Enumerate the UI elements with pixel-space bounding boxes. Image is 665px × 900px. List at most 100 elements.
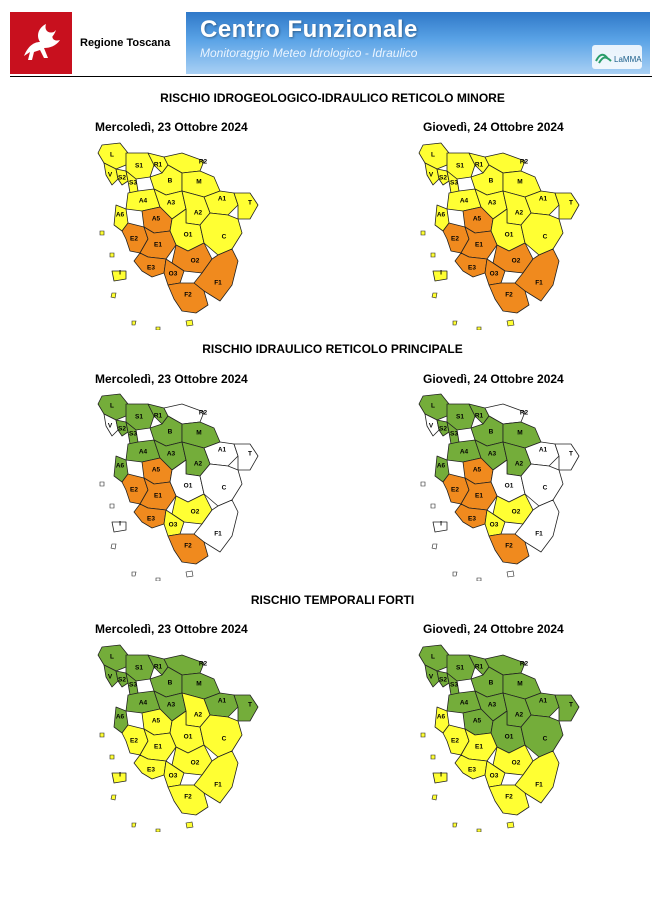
zone-label: E2 xyxy=(451,738,459,745)
zone-label: A5 xyxy=(473,216,482,223)
zone-label: O3 xyxy=(490,271,499,278)
lamma-logo: LaMMA xyxy=(592,45,642,69)
zone-label: F2 xyxy=(505,794,513,801)
zone-label: O1 xyxy=(184,734,193,741)
zone-label: F2 xyxy=(184,292,192,299)
zone-label: R2 xyxy=(520,661,529,668)
zone-label: A1 xyxy=(218,447,227,454)
zone-f2 xyxy=(488,784,530,816)
zone-e3 xyxy=(133,503,167,529)
minor-island xyxy=(476,577,482,581)
zone-label: I xyxy=(440,521,442,528)
zone-label: S2 xyxy=(439,175,447,182)
zone-i xyxy=(111,270,127,282)
zone-label: C xyxy=(222,736,227,743)
zone-label: S3 xyxy=(450,431,458,438)
zone-label: A6 xyxy=(437,463,446,470)
zone-label: S2 xyxy=(118,677,126,684)
map-date: Mercoledì, 23 Ottobre 2024 xyxy=(95,120,248,134)
map-date: Mercoledì, 23 Ottobre 2024 xyxy=(95,372,248,386)
zone-label: B xyxy=(489,178,494,185)
zone-f2 xyxy=(488,282,530,314)
zone-label: A5 xyxy=(152,216,161,223)
minor-island xyxy=(452,320,458,326)
minor-island xyxy=(185,821,194,829)
zone-label: S3 xyxy=(129,682,137,689)
lamma-wave-icon xyxy=(595,53,612,64)
zone-label: A6 xyxy=(437,714,446,721)
zone-e3 xyxy=(454,754,488,780)
zone-c xyxy=(199,714,243,758)
zone-e3 xyxy=(454,503,488,529)
minor-island xyxy=(430,252,436,258)
zone-label: M xyxy=(196,681,201,688)
zone-l xyxy=(418,142,450,170)
zone-label: F2 xyxy=(184,543,192,550)
zone-label: A4 xyxy=(460,449,469,456)
zone-c xyxy=(520,463,564,507)
zone-label: A3 xyxy=(488,200,497,207)
zone-label: A2 xyxy=(194,210,203,217)
zone-label: C xyxy=(543,485,548,492)
zone-e3 xyxy=(133,252,167,278)
zone-e3 xyxy=(133,754,167,780)
zone-label: A3 xyxy=(167,200,176,207)
minor-island xyxy=(109,503,115,509)
zone-l xyxy=(97,393,129,421)
zone-label: S3 xyxy=(450,682,458,689)
zone-label: R2 xyxy=(199,410,208,417)
zone-s2 xyxy=(115,670,129,688)
zone-label: S2 xyxy=(118,426,126,433)
minor-island xyxy=(506,570,515,578)
zone-label: A6 xyxy=(116,714,125,721)
zone-label: A1 xyxy=(218,698,227,705)
zone-label: A1 xyxy=(218,196,227,203)
zone-label: T xyxy=(248,200,252,207)
zone-label: S3 xyxy=(129,431,137,438)
zone-label: O1 xyxy=(505,232,514,239)
section-title-temporali-forti: RISCHIO TEMPORALI FORTI xyxy=(250,593,415,607)
zone-label: M xyxy=(196,179,201,186)
banner-title: Centro Funzionale xyxy=(200,16,418,43)
minor-island xyxy=(99,481,105,487)
zone-l xyxy=(97,142,129,170)
zone-label: I xyxy=(440,270,442,277)
zone-label: O2 xyxy=(512,760,521,767)
zone-s2 xyxy=(436,670,450,688)
zone-label: A2 xyxy=(515,210,524,217)
zone-s2 xyxy=(436,419,450,437)
zone-label: R1 xyxy=(475,162,484,169)
minor-island xyxy=(431,794,438,801)
zone-l xyxy=(418,644,450,672)
zone-label: F1 xyxy=(535,280,543,287)
zone-label: O3 xyxy=(490,522,499,529)
zone-label: M xyxy=(196,430,201,437)
zone-label: S1 xyxy=(135,665,143,672)
tuscany-risk-map: L V S1 S2 S3 R1 R2 B M A4 A3 A1 T A6 A5 A2 O1 C E2 E1 O2 E3 O3… xyxy=(413,135,588,330)
zone-label: I xyxy=(440,772,442,779)
zone-label: R2 xyxy=(520,159,529,166)
lamma-label: LaMMA xyxy=(614,55,642,64)
zone-v xyxy=(103,664,119,688)
zone-label: O1 xyxy=(505,734,514,741)
zone-label: S1 xyxy=(456,163,464,170)
zone-label: L xyxy=(110,403,114,410)
zone-label: B xyxy=(489,429,494,436)
zone-label: A2 xyxy=(515,461,524,468)
zone-s2 xyxy=(436,168,450,186)
minor-island xyxy=(476,828,482,832)
zone-label: A2 xyxy=(194,461,203,468)
zone-e3 xyxy=(454,252,488,278)
zone-label: S3 xyxy=(129,180,137,187)
minor-island xyxy=(506,319,515,327)
zone-s2 xyxy=(115,168,129,186)
zone-label: R1 xyxy=(154,413,163,420)
zone-label: S1 xyxy=(456,414,464,421)
zone-v xyxy=(424,162,440,186)
zone-label: E3 xyxy=(468,265,476,272)
zone-label: R1 xyxy=(154,162,163,169)
zone-label: T xyxy=(569,200,573,207)
zone-label: O3 xyxy=(490,773,499,780)
minor-island xyxy=(110,543,117,550)
zone-f2 xyxy=(167,784,209,816)
